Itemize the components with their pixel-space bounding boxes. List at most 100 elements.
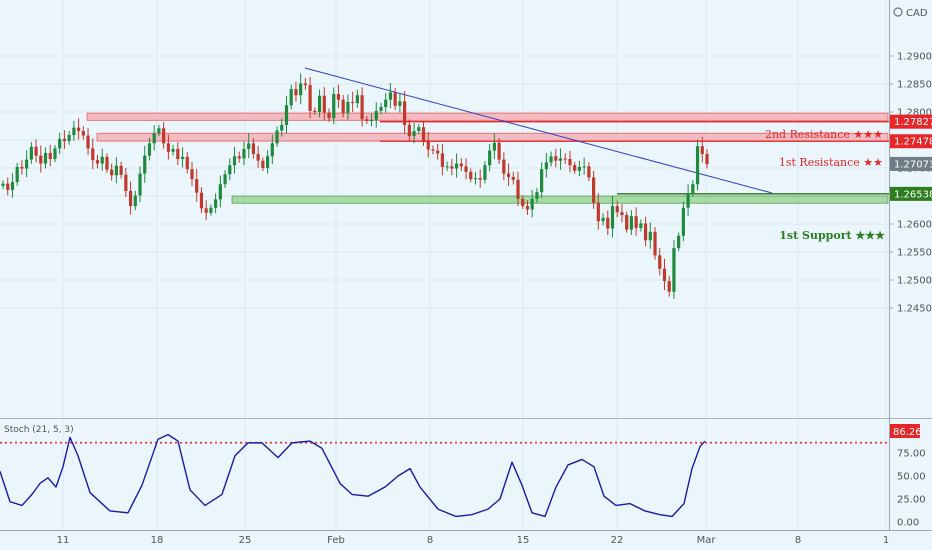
candle-body bbox=[492, 142, 496, 151]
candle-body bbox=[256, 154, 260, 161]
candle-body bbox=[20, 166, 24, 169]
candle-body bbox=[351, 101, 355, 104]
candle-body bbox=[265, 156, 270, 168]
candle-body bbox=[610, 206, 615, 229]
candle-body bbox=[25, 159, 29, 169]
candle-body bbox=[700, 146, 704, 154]
candle-body bbox=[313, 110, 317, 112]
candle-body bbox=[554, 156, 558, 161]
price-tag-first_support bbox=[890, 186, 932, 201]
candle-body bbox=[511, 176, 515, 180]
candle-body bbox=[247, 143, 251, 149]
candle-body bbox=[384, 99, 388, 107]
price-tag-text: 1.27478 bbox=[894, 137, 932, 148]
price-tick-label: 1.29000 bbox=[897, 52, 932, 63]
candle-body bbox=[421, 127, 426, 141]
candle-body bbox=[558, 158, 563, 161]
candle-body bbox=[209, 207, 213, 213]
candle-body bbox=[582, 166, 586, 168]
candle-body bbox=[360, 95, 364, 120]
candle-body bbox=[379, 106, 383, 111]
candle-body bbox=[72, 127, 76, 135]
candle-body bbox=[143, 155, 147, 174]
candle-body bbox=[232, 156, 237, 166]
candle-body bbox=[15, 166, 19, 182]
candle-body bbox=[214, 199, 218, 208]
candle-body bbox=[53, 148, 57, 160]
candle-body bbox=[629, 216, 634, 230]
time-tick-label: 8 bbox=[427, 535, 433, 546]
stoch-tick-label: 50.00 bbox=[897, 472, 926, 483]
candle-body bbox=[62, 138, 67, 142]
candle-body bbox=[516, 179, 520, 199]
candle-body bbox=[592, 177, 596, 203]
time-tick-label: Feb bbox=[327, 535, 345, 546]
candle-body bbox=[95, 160, 100, 164]
candle-body bbox=[114, 165, 118, 176]
candlesticks bbox=[1, 73, 709, 300]
candle-body bbox=[431, 149, 435, 151]
candle-body bbox=[403, 101, 407, 125]
candle-body bbox=[58, 138, 62, 149]
candle-body bbox=[91, 148, 95, 161]
candle-body bbox=[549, 156, 553, 163]
candle-body bbox=[261, 160, 265, 168]
time-tick-label: 22 bbox=[611, 535, 624, 546]
candle-body bbox=[535, 192, 539, 199]
candle-body bbox=[157, 128, 161, 134]
candle-body bbox=[133, 195, 137, 207]
settings-icon[interactable] bbox=[893, 7, 903, 17]
price-tag-text: 1.27073 bbox=[894, 159, 932, 170]
candle-body bbox=[218, 184, 222, 200]
candle-body bbox=[166, 143, 170, 152]
price-tag-text: 1.27827 bbox=[894, 117, 932, 128]
candle-body bbox=[686, 193, 690, 208]
candle-body bbox=[525, 206, 530, 210]
candle-body bbox=[180, 156, 185, 160]
candle-body bbox=[327, 112, 331, 119]
time-axis[interactable]: 11 18 25 Feb 8 15 22 Mar 8 1 bbox=[57, 535, 890, 546]
level-zone bbox=[231, 195, 889, 204]
candle-body bbox=[587, 166, 591, 178]
candle-body bbox=[81, 131, 85, 136]
candle-body bbox=[280, 124, 284, 131]
stoch-line bbox=[0, 433, 706, 518]
candle-body bbox=[119, 165, 123, 175]
candle-body bbox=[393, 92, 397, 106]
candle-body bbox=[303, 83, 307, 86]
candle-body bbox=[128, 190, 133, 207]
candle-body bbox=[606, 217, 610, 229]
candle-body bbox=[138, 173, 142, 196]
candle-body bbox=[662, 268, 667, 282]
stochastic-panel bbox=[0, 433, 889, 518]
price-tick-label: 1.28500 bbox=[897, 80, 932, 91]
candle-body bbox=[407, 124, 411, 137]
candle-body bbox=[86, 135, 90, 149]
candle-body bbox=[615, 206, 619, 213]
candle-body bbox=[573, 165, 577, 171]
candle-body bbox=[483, 165, 487, 180]
candle-body bbox=[440, 153, 445, 167]
candle-body bbox=[124, 174, 128, 191]
candle-body bbox=[398, 101, 402, 106]
candle-body bbox=[195, 179, 199, 193]
candle-body bbox=[544, 162, 548, 170]
candle-body bbox=[275, 130, 279, 144]
candle-body bbox=[450, 166, 454, 169]
stochastic-label: Stoch (21, 5, 3) bbox=[4, 425, 74, 435]
price-tag-last bbox=[890, 156, 932, 171]
time-tick-label: 18 bbox=[151, 535, 164, 546]
candle-body bbox=[601, 217, 605, 222]
candle-body bbox=[478, 178, 482, 180]
candle-body bbox=[48, 152, 52, 160]
time-tick-label: 15 bbox=[517, 535, 530, 546]
candle-body bbox=[417, 127, 421, 132]
currency-label: CAD bbox=[906, 8, 928, 19]
candle-body bbox=[299, 83, 303, 96]
price-tick-label: 1.28000 bbox=[897, 108, 932, 119]
candle-body bbox=[190, 169, 194, 180]
candle-body bbox=[223, 174, 227, 185]
candle-body bbox=[176, 148, 180, 160]
down-trendline[interactable] bbox=[304, 67, 773, 194]
